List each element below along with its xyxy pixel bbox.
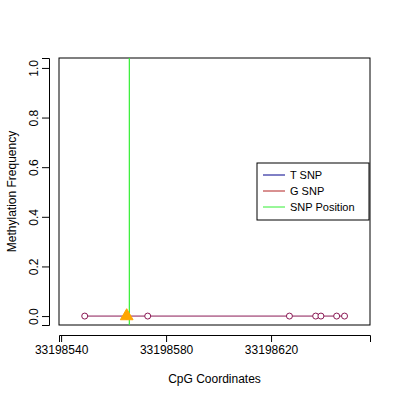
y-tick-label: 0.2 bbox=[27, 258, 41, 275]
y-tick-label: 1.0 bbox=[27, 60, 41, 77]
x-tick-mark bbox=[271, 335, 272, 342]
chart: 33198540 33198580 33198620 0.0 0.2 0.4 0.6 0.8 1… bbox=[0, 0, 400, 400]
legend-box bbox=[257, 163, 369, 220]
x-tick-mark bbox=[61, 335, 62, 342]
legend-swatch bbox=[263, 207, 285, 208]
y-tick: 0.8 bbox=[27, 109, 49, 126]
y-tick-mark bbox=[42, 68, 49, 69]
x-axis-line bbox=[60, 336, 371, 343]
data-point bbox=[318, 313, 324, 319]
x-tick: 33198540 bbox=[35, 335, 89, 357]
legend-label: G SNP bbox=[290, 185, 324, 197]
y-axis: 0.0 0.2 0.4 0.6 0.8 1.0 bbox=[27, 59, 50, 326]
y-tick: 0.6 bbox=[27, 159, 49, 176]
x-tick-mark bbox=[166, 335, 167, 342]
data-point bbox=[342, 313, 348, 319]
x-tick-label: 33198580 bbox=[140, 343, 194, 357]
legend: T SNP G SNP SNP Position bbox=[257, 163, 369, 220]
y-tick-label: 0.0 bbox=[27, 308, 41, 325]
y-tick-mark bbox=[42, 118, 49, 119]
data-point bbox=[334, 313, 340, 319]
legend-swatch bbox=[263, 175, 285, 176]
chart-container: 33198540 33198580 33198620 0.0 0.2 0.4 0.6 0.8 1… bbox=[0, 0, 400, 400]
y-tick-mark bbox=[42, 217, 49, 218]
y-tick-label: 0.6 bbox=[27, 159, 41, 176]
x-tick-label: 33198620 bbox=[245, 343, 299, 357]
legend-swatch bbox=[263, 191, 285, 192]
snp-position-line bbox=[129, 58, 130, 325]
y-tick-label: 0.8 bbox=[27, 109, 41, 126]
x-tick-label: 33198540 bbox=[35, 343, 89, 357]
plot-area bbox=[82, 58, 348, 325]
y-tick: 0.4 bbox=[27, 209, 49, 226]
y-tick: 1.0 bbox=[27, 60, 49, 77]
data-point bbox=[120, 309, 133, 320]
y-tick: 0.0 bbox=[27, 308, 49, 325]
data-point bbox=[82, 313, 88, 319]
y-tick-mark bbox=[42, 316, 49, 317]
x-axis: 33198540 33198580 33198620 bbox=[35, 335, 371, 357]
data-point bbox=[145, 313, 151, 319]
legend-label: T SNP bbox=[290, 169, 322, 181]
x-tick: 33198620 bbox=[245, 335, 299, 357]
x-tick: 33198580 bbox=[140, 335, 194, 357]
data-point bbox=[286, 313, 292, 319]
y-tick: 0.2 bbox=[27, 258, 49, 275]
y-tick-mark bbox=[42, 266, 49, 267]
y-tick-mark bbox=[42, 167, 49, 168]
x-axis-title: CpG Coordinates bbox=[168, 372, 261, 386]
plot-frame bbox=[59, 58, 370, 325]
y-tick-label: 0.4 bbox=[27, 209, 41, 226]
legend-label: SNP Position bbox=[290, 201, 355, 213]
y-axis-line bbox=[42, 59, 50, 326]
y-axis-title: Methylation Frequency bbox=[5, 131, 19, 252]
